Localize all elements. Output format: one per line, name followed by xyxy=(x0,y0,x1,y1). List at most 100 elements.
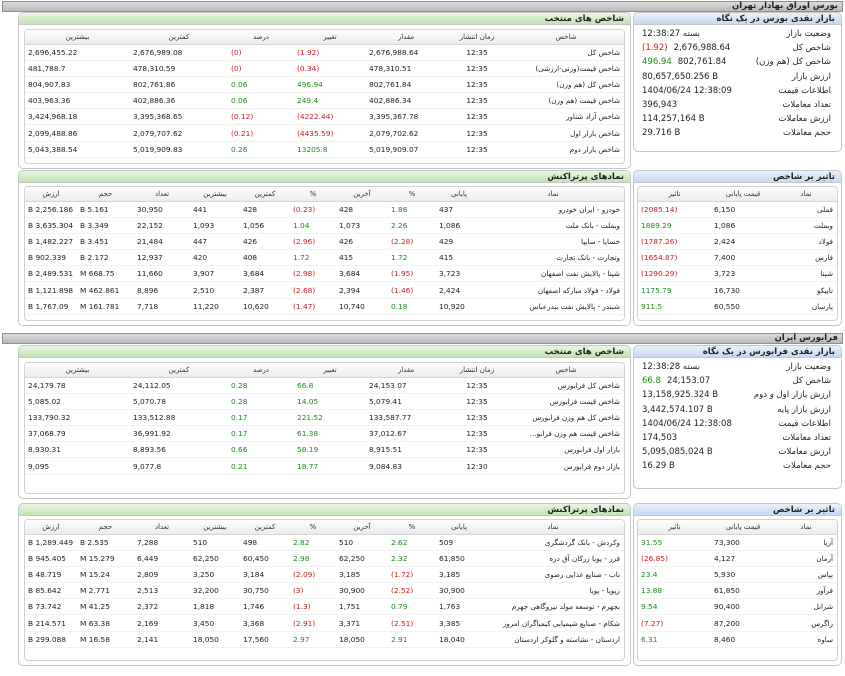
trade-count: 30,950 xyxy=(134,201,190,218)
close-price: 437 xyxy=(436,201,482,218)
summary-label: تعداد معاملات xyxy=(782,432,831,443)
summary-value-group: بسته 12:38:27 xyxy=(642,27,700,41)
trade-value: 299.088 B xyxy=(25,631,77,648)
symbol-name: ناب - صنایع غذایی رضوی xyxy=(482,566,624,584)
summary-label: ارزش بازار اول و دوم xyxy=(753,390,831,401)
index-row: بازار اول فرابورس 12:35 8,915.51 58.19 0.66 8… xyxy=(25,441,624,459)
bourse-indices-title: شاخص های منتخب xyxy=(19,13,630,25)
impact-row: آریا 73,300 31.55 xyxy=(638,534,837,551)
column-header: کمترین xyxy=(130,30,228,45)
impact-symbol: پارسان xyxy=(775,298,837,315)
column-header: مقدار xyxy=(366,363,446,378)
farabourse-impact-table: نماد قیمت پایانی تاثیر آریا 73,300 31.55 آرمان… xyxy=(638,520,837,648)
high-price: 3,250 xyxy=(190,566,240,584)
column-header: کمترین xyxy=(130,363,228,378)
index-percent: 0.17 xyxy=(228,409,294,427)
active-symbol-row[interactable]: وکردش - بانک گردشگری 509 2.62 510 2.82 498 510… xyxy=(25,534,624,551)
impact-row: زاگرس 87,200 (7.27) xyxy=(638,614,837,632)
summary-value: 1404/06/24 12:38:08 xyxy=(642,418,732,429)
farabourse-summary-list: وضعیت بازار بسته 12:38:28 شاخص کل 66.8 24,15… xyxy=(634,358,841,474)
close-percent: 1.72 xyxy=(388,249,436,267)
summary-value-group: (1.92) 2,676,988.64 xyxy=(642,41,730,55)
bourse-impact-table: نماد قیمت پایانی تاثیر فملی 6,150 (2085.14) وب… xyxy=(638,187,837,315)
close-price: 429 xyxy=(436,233,482,251)
impact-close-price: 60,550 xyxy=(711,298,775,315)
active-symbol-row[interactable]: بجهرم - توسعه مولد نیروگاهی جهرم 1,763 0.7… xyxy=(25,598,624,616)
close-percent: (1.46) xyxy=(388,281,436,299)
index-change: 18.77 xyxy=(294,457,366,475)
summary-row: تعداد معاملات 396,943 xyxy=(642,98,831,112)
last-percent: (2.96) xyxy=(290,233,336,251)
low-price: 3,368 xyxy=(240,614,290,632)
trade-value: 2,256.186 B xyxy=(25,201,77,218)
trade-volume: 63.38 M xyxy=(77,614,134,632)
low-price: 426 xyxy=(240,233,290,251)
symbol-name: خودرو - ایران خودرو xyxy=(482,201,624,218)
trade-volume: 3.451 B xyxy=(77,233,134,251)
active-symbol-row[interactable]: فولاد - فولاد مبارکه اصفهان 2,424 (1.46) 2,… xyxy=(25,281,624,299)
summary-label: شاخص کل (هم وزن) xyxy=(755,57,831,68)
index-low: 478,310.59 xyxy=(130,60,228,77)
trade-count: 22,152 xyxy=(134,217,190,234)
close-price: 1,086 xyxy=(436,217,482,234)
impact-value: 13.88 xyxy=(638,582,711,600)
close-percent: 2.62 xyxy=(388,534,436,551)
summary-change: 496.94 xyxy=(642,57,672,68)
close-percent: 0.79 xyxy=(388,598,436,616)
impact-symbol: آرمان xyxy=(775,550,837,567)
active-symbol-row[interactable]: خودرو - ایران خودرو 437 1.86 428 (0.23) 428 44… xyxy=(25,201,624,218)
active-symbol-row[interactable]: خساپا - سایپا 429 (2.28) 426 (2.96) 426 447 21,… xyxy=(25,233,624,251)
summary-row: ارزش معاملات 114,257,164 B xyxy=(642,112,831,126)
index-high: 133,790.32 xyxy=(25,409,130,427)
trade-count: 7,288 xyxy=(134,534,190,551)
low-price: 1,746 xyxy=(240,598,290,616)
symbol-name: شپنا - پالایش نفت اصفهان xyxy=(482,265,624,283)
symbol-name: فولاد - فولاد مبارکه اصفهان xyxy=(482,281,624,299)
active-symbol-row[interactable]: ناب - صنایع غذایی رضوی 3,185 (1.72) 3,185 (2… xyxy=(25,566,624,584)
active-symbol-row[interactable]: شکام - صنایع شیمیایی کیمیاگران امروز 3,38… xyxy=(25,614,624,632)
trade-value: 945.405 B xyxy=(25,550,77,567)
active-symbol-row[interactable]: شپنا - پالایش نفت اصفهان 3,723 (1.95) 3,684… xyxy=(25,265,624,283)
impact-symbol: زاگرس xyxy=(775,614,837,632)
index-name: شاخص بازار اول xyxy=(508,124,624,142)
summary-value: 3,442,574.107 B xyxy=(642,404,713,415)
column-header: نماد xyxy=(775,187,837,202)
active-symbol-row[interactable]: شبندر - پالایش نفت بندرعباس 10,920 0.18 10,… xyxy=(25,298,624,315)
trade-volume: 668.75 M xyxy=(77,265,134,283)
impact-close-price: 5,930 xyxy=(711,566,775,584)
index-low: 2,676,989.08 xyxy=(130,44,228,61)
summary-label: تعداد معاملات xyxy=(782,99,831,110)
summary-label: حجم معاملات xyxy=(783,461,831,472)
summary-row: شاخص کل 66.8 24,153.07 xyxy=(642,374,831,388)
trade-volume: 161.781 M xyxy=(77,298,134,315)
index-row: شاخص آزاد شناور 12:35 3,395,367.78 (4222.44… xyxy=(25,108,624,126)
column-header: بیشترین xyxy=(25,363,130,378)
bourse-active-table: نماد پایانی% آخرین% کمترین بیشترین تعداد حجم ار… xyxy=(25,187,624,315)
close-percent: 0.18 xyxy=(388,298,436,315)
last-percent: (2.09) xyxy=(290,566,336,584)
active-symbol-row[interactable]: وتجارت - بانک تجارت 415 1.72 415 1.72 408 420 1… xyxy=(25,249,624,267)
column-header: تغییر xyxy=(294,363,366,378)
column-header: درصد xyxy=(228,30,294,45)
active-symbol-row[interactable]: وبملت - بانک ملت 1,086 2.26 1,073 1.04 1,056 1… xyxy=(25,217,624,234)
bourse-summary-list: وضعیت بازار بسته 12:38:27 شاخص کل (1.92) 2,6… xyxy=(634,25,841,141)
index-high: 804,907.83 xyxy=(25,76,130,94)
index-name: بازار اول فرابورس xyxy=(508,441,624,459)
index-high: 3,424,968.18 xyxy=(25,108,130,126)
last-price: 10,740 xyxy=(336,298,388,315)
summary-value-group: 13,158,925.324 B xyxy=(642,388,718,402)
index-time: 12:35 xyxy=(446,377,508,394)
bourse-impact-panel: تاثیر بر شاخص نماد قیمت پایانی تاثیر فملی 6,… xyxy=(633,170,842,326)
close-percent: (2.28) xyxy=(388,233,436,251)
index-high: 9,095 xyxy=(25,457,130,475)
impact-close-price: 7,400 xyxy=(711,249,775,267)
impact-row: فارس 7,400 (1654.87) xyxy=(638,249,837,267)
active-symbol-row[interactable]: فزر - پویا زرکان آق دره 61,850 2.32 62,250 2… xyxy=(25,550,624,567)
trade-count: 7,718 xyxy=(134,298,190,315)
summary-value-group: 80,657,650.256 B xyxy=(642,70,718,84)
active-symbol-row[interactable]: زپویا - پویا 30,900 (2.52) 30,900 (3) 30,750 3… xyxy=(25,582,624,600)
active-symbol-row[interactable]: اردستان - نشاسته و گلوکز اردستان 18,040 2.… xyxy=(25,631,624,648)
index-low: 2,079,707.62 xyxy=(130,124,228,142)
index-row: شاخص قیمت هم وزن فرابو... 12:35 37,012.67 6… xyxy=(25,425,624,443)
farabourse-active-table: نماد پایانی% آخرین% کمترین بیشترین تعداد حجم ار… xyxy=(25,520,624,648)
